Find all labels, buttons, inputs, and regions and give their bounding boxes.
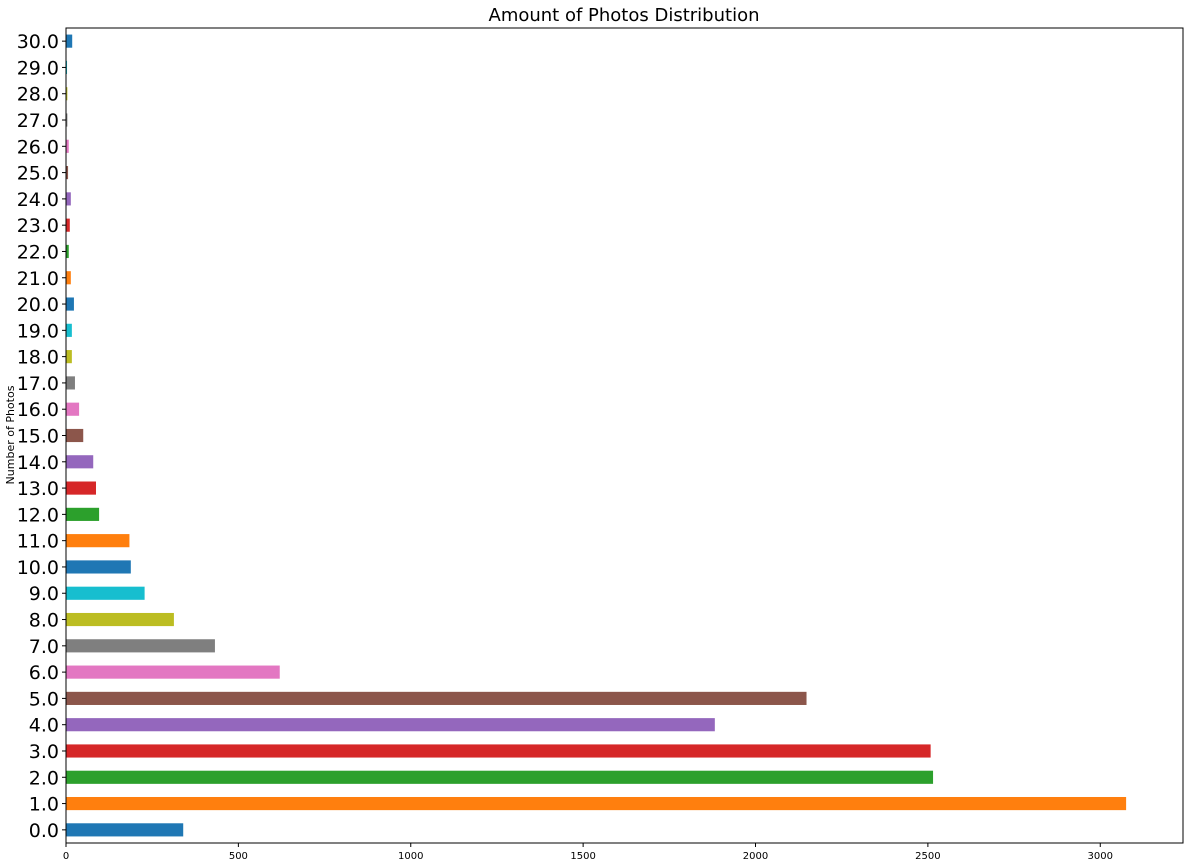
- y-tick-label: 6.0: [29, 662, 59, 684]
- y-tick-label: 10.0: [17, 557, 59, 579]
- y-tick-label: 3.0: [29, 741, 59, 763]
- y-tick-label: 16.0: [17, 399, 59, 421]
- bar-4.0: [66, 718, 715, 732]
- y-tick-label: 4.0: [29, 715, 59, 737]
- bar-29.0: [66, 60, 68, 75]
- y-tick-label: 7.0: [29, 636, 59, 658]
- bar-6.0: [66, 665, 280, 679]
- y-tick-label: 22.0: [17, 241, 59, 263]
- y-tick-label: 5.0: [29, 688, 59, 710]
- y-tick-label: 2.0: [29, 767, 59, 789]
- bar-27.0: [66, 113, 68, 127]
- y-axis-label: Number of Photos: [4, 385, 17, 484]
- y-tick-label: 29.0: [17, 57, 59, 79]
- bar-0.0: [66, 823, 184, 837]
- bar-22.0: [66, 244, 69, 259]
- bar-10.0: [66, 560, 131, 574]
- bars-group: [66, 34, 1127, 837]
- y-tick-label: 9.0: [29, 583, 59, 605]
- y-tick-label: 0.0: [29, 820, 59, 842]
- y-tick-label: 25.0: [17, 163, 59, 185]
- y-tick-label: 8.0: [29, 610, 59, 632]
- bar-5.0: [66, 691, 807, 705]
- x-tick-label: 500: [229, 851, 248, 862]
- y-ticks-group: 0.0 1.0 2.0 3.0 4.0 5.0 6.0 7.0 8.0 9.0 10.0 11.0 12…: [17, 31, 66, 842]
- x-tick-label: 1000: [398, 851, 423, 862]
- y-tick-label: 30.0: [17, 31, 59, 53]
- plot-frame: [65, 27, 1184, 844]
- bar-23.0: [66, 218, 70, 232]
- y-tick-label: 15.0: [17, 426, 59, 448]
- y-tick-label: 17.0: [17, 373, 59, 395]
- bar-24.0: [66, 192, 71, 206]
- bar-11.0: [66, 534, 130, 548]
- bar-28.0: [66, 87, 68, 101]
- x-tick-label: 0: [63, 851, 69, 862]
- y-tick-label: 11.0: [17, 531, 59, 553]
- y-tick-label: 24.0: [17, 189, 59, 211]
- y-tick-label: 21.0: [17, 268, 59, 290]
- bar-3.0: [66, 744, 931, 758]
- y-tick-label: 18.0: [17, 347, 59, 369]
- bar-8.0: [66, 612, 174, 627]
- bar-2.0: [66, 770, 934, 784]
- bar-16.0: [66, 402, 80, 416]
- bar-19.0: [66, 323, 72, 337]
- x-tick-label: 2500: [915, 851, 940, 862]
- chart-title: Amount of Photos Distribution: [489, 5, 760, 26]
- bar-15.0: [66, 428, 84, 443]
- bar-20.0: [66, 297, 74, 311]
- bar-17.0: [66, 376, 75, 390]
- y-tick-label: 20.0: [17, 294, 59, 316]
- y-tick-label: 28.0: [17, 84, 59, 106]
- y-tick-label: 1.0: [29, 794, 59, 816]
- y-tick-label: 12.0: [17, 504, 59, 526]
- y-tick-label: 19.0: [17, 320, 59, 342]
- bar-13.0: [66, 481, 96, 495]
- bar-18.0: [66, 350, 72, 364]
- y-tick-label: 26.0: [17, 136, 59, 158]
- bar-26.0: [66, 139, 69, 153]
- bar-9.0: [66, 586, 145, 600]
- y-tick-label: 14.0: [17, 452, 59, 474]
- bar-14.0: [66, 455, 94, 469]
- y-tick-label: 23.0: [17, 215, 59, 237]
- bar-7.0: [66, 639, 215, 653]
- x-tick-label: 2000: [743, 851, 768, 862]
- y-tick-label: 27.0: [17, 110, 59, 132]
- y-tick-label: 13.0: [17, 478, 59, 500]
- bar-30.0: [66, 34, 73, 48]
- x-tick-label: 3000: [1088, 851, 1113, 862]
- bar-1.0: [66, 796, 1127, 811]
- bar-12.0: [66, 507, 100, 521]
- x-tick-label: 1500: [570, 851, 595, 862]
- bar-25.0: [66, 166, 69, 180]
- x-ticks-group: 0 500 1000 1500 2000 2500 3000: [63, 843, 1113, 862]
- bar-21.0: [66, 271, 71, 285]
